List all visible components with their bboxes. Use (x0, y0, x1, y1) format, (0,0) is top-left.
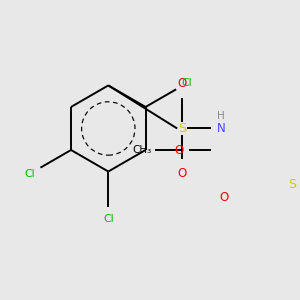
Text: S: S (178, 122, 187, 135)
Text: Cl: Cl (25, 169, 35, 179)
Text: O: O (178, 167, 187, 180)
Text: N: N (217, 122, 225, 135)
Text: H: H (217, 111, 225, 122)
Text: S: S (289, 178, 297, 191)
Text: O: O (220, 191, 229, 204)
Text: O: O (178, 77, 187, 90)
Text: O: O (175, 143, 184, 157)
Text: CH₃: CH₃ (133, 145, 152, 155)
Text: Cl: Cl (181, 78, 192, 88)
Text: Cl: Cl (103, 214, 114, 224)
